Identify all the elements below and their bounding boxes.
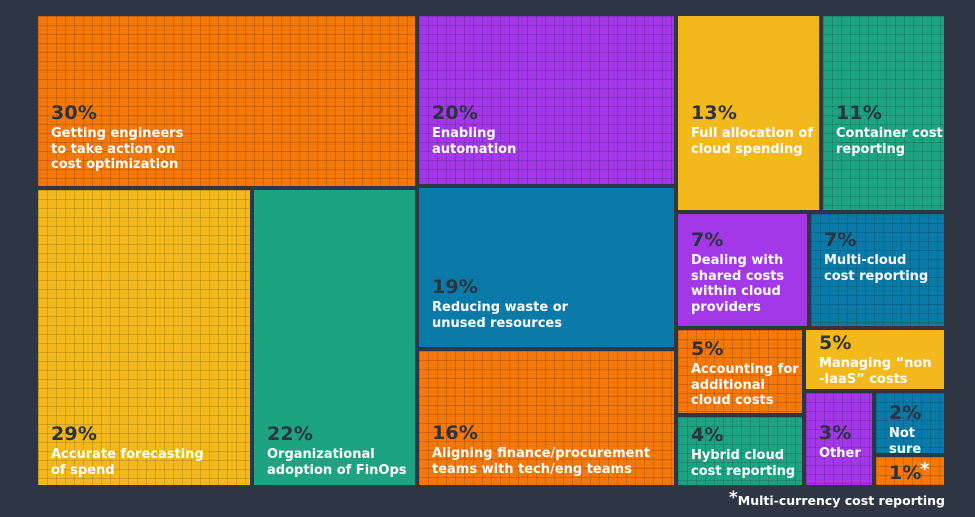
tile-percent: 16% bbox=[432, 422, 479, 444]
treemap-tile-multicurrency: 1% * bbox=[874, 455, 946, 487]
tile-label: Getting engineers to take action on cost… bbox=[51, 126, 184, 172]
tile-percent: 3% bbox=[819, 422, 852, 444]
tile-percent: 29% bbox=[51, 423, 98, 445]
tile-label: Reducing waste or unused resources bbox=[432, 300, 569, 331]
tile-percent: 1% bbox=[889, 462, 922, 484]
tile-label: Full allocation of cloud spending bbox=[691, 126, 813, 157]
treemap-tile-accounting: 5% Accounting for additional cloud costs bbox=[676, 328, 804, 415]
treemap-tile-other: 3% Other bbox=[804, 391, 874, 487]
tile-percent: 13% bbox=[691, 102, 738, 124]
treemap-tile-shared: 7% Dealing with shared costs within cloud… bbox=[676, 212, 809, 328]
tile-percent: 4% bbox=[691, 424, 724, 446]
tile-label: * bbox=[920, 459, 930, 480]
treemap-tile-multicloud: 7% Multi-cloud cost reporting bbox=[809, 212, 946, 328]
tile-percent: 7% bbox=[691, 229, 724, 251]
treemap-tile-noniaas: 5% Managing “non -IaaS” costs bbox=[804, 328, 946, 391]
tile-label: Hybrid cloud cost reporting bbox=[691, 448, 796, 479]
footnote-marker: * bbox=[728, 488, 738, 508]
treemap-tile-waste: 19% Reducing waste or unused resources bbox=[417, 186, 676, 349]
tile-label: Managing “non -IaaS” costs bbox=[819, 356, 932, 387]
tile-label: Other bbox=[819, 446, 861, 461]
tile-label: Not sure bbox=[889, 426, 922, 455]
tile-label: Accurate forecasting of spend bbox=[51, 447, 204, 478]
tile-label: Multi-cloud cost reporting bbox=[824, 253, 929, 284]
treemap-tile-engineers: 30% Getting engineers to take action on c… bbox=[36, 14, 417, 188]
treemap-tile-aligning: 16% Aligning finance/procurement teams wi… bbox=[417, 349, 676, 487]
tile-label: Enabling automation bbox=[432, 126, 517, 157]
treemap-tile-hybrid: 4% Hybrid cloud cost reporting bbox=[676, 415, 804, 487]
treemap-tile-notsure: 2% Not sure bbox=[874, 391, 946, 455]
footnote-text: Multi-currency cost reporting bbox=[737, 493, 945, 508]
tile-label: Container cost reporting bbox=[836, 126, 943, 157]
treemap-tile-forecasting: 29% Accurate forecasting of spend bbox=[36, 188, 252, 487]
tile-label: Aligning finance/procurement teams with … bbox=[432, 446, 650, 477]
tile-percent: 5% bbox=[819, 332, 852, 354]
footnote: *Multi-currency cost reporting bbox=[729, 489, 945, 510]
tile-percent: 30% bbox=[51, 102, 98, 124]
tile-percent: 19% bbox=[432, 276, 479, 298]
treemap-tile-allocation: 13% Full allocation of cloud spending bbox=[676, 14, 821, 212]
tile-label: Dealing with shared costs within cloud p… bbox=[691, 253, 785, 315]
tile-percent: 7% bbox=[824, 229, 857, 251]
tile-percent: 5% bbox=[691, 338, 724, 360]
treemap-tile-container: 11% Container cost reporting bbox=[821, 14, 946, 212]
tile-percent: 11% bbox=[836, 102, 883, 124]
tile-label: Organizational adoption of FinOps bbox=[267, 447, 407, 478]
tile-percent: 2% bbox=[889, 402, 922, 424]
tile-percent: 22% bbox=[267, 423, 314, 445]
treemap-tile-automation: 20% Enabling automation bbox=[417, 14, 676, 186]
tile-percent: 20% bbox=[432, 102, 479, 124]
treemap-tile-adoption: 22% Organizational adoption of FinOps bbox=[252, 188, 417, 487]
tile-label: Accounting for additional cloud costs bbox=[691, 362, 799, 408]
